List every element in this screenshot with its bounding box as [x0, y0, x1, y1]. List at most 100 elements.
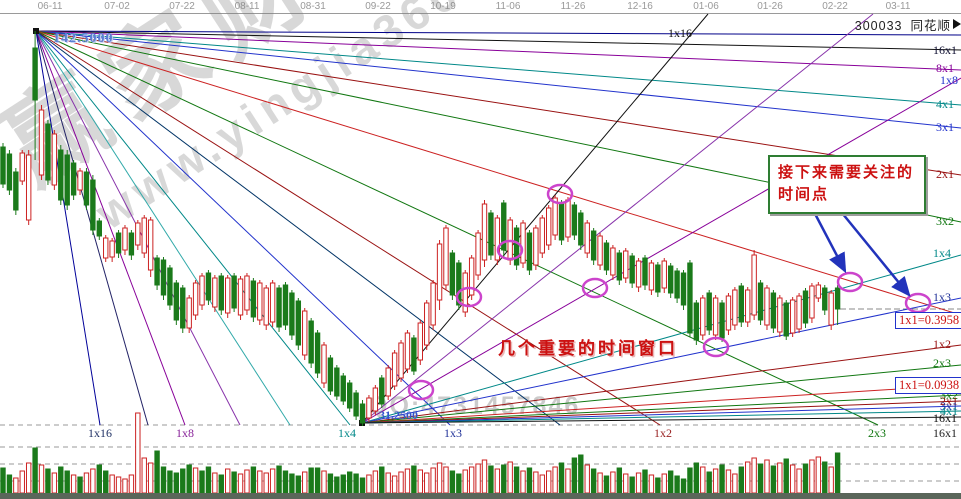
gann-fan-2-ray	[361, 77, 961, 424]
volume-bar	[180, 468, 186, 494]
gann-ray-label-1x2: 1x2	[933, 337, 951, 351]
volume-bar	[584, 464, 590, 494]
volume-bar	[745, 461, 751, 494]
scroll-edge-arrow-icon[interactable]	[953, 19, 961, 29]
candle-body	[372, 387, 379, 412]
candle-body	[160, 259, 167, 296]
volume-bar	[128, 474, 135, 494]
candle-body	[590, 230, 597, 261]
gann-fan-2-ray	[361, 364, 961, 424]
volume-bar	[430, 467, 436, 494]
volume-bar	[77, 476, 83, 494]
candle-body	[51, 133, 58, 186]
candle-body	[257, 282, 263, 321]
candle-body	[282, 284, 289, 326]
volume-bar	[417, 469, 424, 494]
volume-bar	[244, 469, 250, 494]
candle-body	[269, 282, 276, 323]
candle-body	[513, 227, 520, 266]
volume-bar	[340, 474, 346, 494]
volume-bar	[19, 470, 25, 494]
candle-body	[366, 397, 372, 419]
gann-fan-1-ray	[35, 30, 101, 426]
candle-body	[462, 272, 468, 313]
time-point-circle[interactable]	[455, 286, 483, 308]
volume-bar	[237, 473, 244, 494]
candle-body	[353, 392, 359, 417]
gann-fan-1-origin-handle[interactable]	[33, 28, 39, 34]
annotation-callout-box[interactable]: 接下来需要关注的 时间点	[768, 155, 926, 214]
time-point-circle[interactable]	[496, 239, 524, 261]
volume-bar	[25, 462, 32, 494]
volume-bar	[90, 468, 96, 494]
candle-body	[173, 282, 180, 321]
volume-bar	[456, 473, 462, 494]
candle-body	[321, 344, 327, 384]
candle-body	[45, 123, 51, 181]
volume-bar	[109, 474, 115, 494]
gann-fan-2-ray	[361, 297, 961, 424]
price-value-box-2[interactable]: 1x1=0.0938	[895, 377, 961, 394]
annotation-arrows	[810, 207, 911, 297]
candle-body	[610, 247, 616, 276]
gann-fan-1-ray	[35, 30, 186, 426]
volume-bar	[642, 469, 648, 494]
gann-fan-2-ray	[361, 416, 961, 424]
gann-ray-label-1x2: 1x2	[654, 426, 672, 440]
annotation-arrow[interactable]	[810, 207, 847, 274]
price-value-box-1[interactable]: 1x1=0.3958	[895, 312, 961, 329]
volume-bar	[526, 467, 533, 494]
time-point-circle[interactable]	[702, 336, 730, 358]
volume-bar	[115, 476, 122, 494]
volume-bar	[411, 465, 417, 494]
candle-body	[180, 287, 186, 329]
gann-fan-1-ray	[35, 30, 291, 426]
date-tick: 09-22	[365, 1, 391, 12]
volume-bar	[302, 471, 308, 494]
time-point-circle[interactable]	[546, 183, 574, 205]
date-tick: 10-19	[430, 1, 456, 12]
volume-bar	[443, 466, 449, 494]
candle-body	[135, 222, 141, 246]
candle-body	[680, 272, 687, 306]
candle-body	[237, 278, 244, 316]
volume-bar	[32, 447, 38, 494]
volume-bar	[257, 470, 263, 494]
candle-body	[777, 297, 783, 333]
gann-ray-label-1x16: 1x16	[88, 426, 112, 440]
time-window-label[interactable]: 几个重要的时间窗口	[498, 339, 678, 358]
candle-body	[199, 275, 205, 306]
gann-fan-2	[359, 13, 961, 426]
candle-body	[526, 232, 533, 271]
gann-ray-label-3x1: 3x1	[936, 120, 954, 134]
gann-fan-2-ray	[361, 410, 961, 424]
time-point-circle[interactable]	[407, 379, 435, 401]
volume-bar	[6, 474, 13, 494]
candle-body	[456, 262, 462, 306]
volume-bar	[488, 465, 494, 494]
candle-body	[430, 282, 436, 326]
volume-bar	[321, 470, 327, 494]
time-point-circle[interactable]	[836, 271, 864, 293]
candle-body	[501, 202, 507, 251]
volume-bar	[597, 472, 603, 494]
volume-bar	[366, 474, 372, 494]
date-tick: 08-11	[234, 1, 260, 12]
candle-body	[417, 322, 424, 361]
candle-body	[449, 252, 456, 296]
volume-bar	[436, 462, 443, 494]
volume-bar	[372, 470, 379, 494]
volume-bar	[199, 470, 205, 494]
volume-bar	[635, 472, 642, 494]
volume-bar	[327, 473, 334, 494]
annotation-arrow[interactable]	[837, 207, 911, 297]
volume-bar	[777, 462, 783, 494]
volume-bar	[282, 470, 289, 494]
candle-body	[391, 352, 398, 387]
volume-bar	[661, 473, 667, 494]
time-point-circle[interactable]	[581, 277, 609, 299]
candlestick-series	[0, 31, 841, 426]
candle-body	[546, 207, 552, 246]
gann-ray-label-4x1: 4x1	[940, 404, 958, 418]
